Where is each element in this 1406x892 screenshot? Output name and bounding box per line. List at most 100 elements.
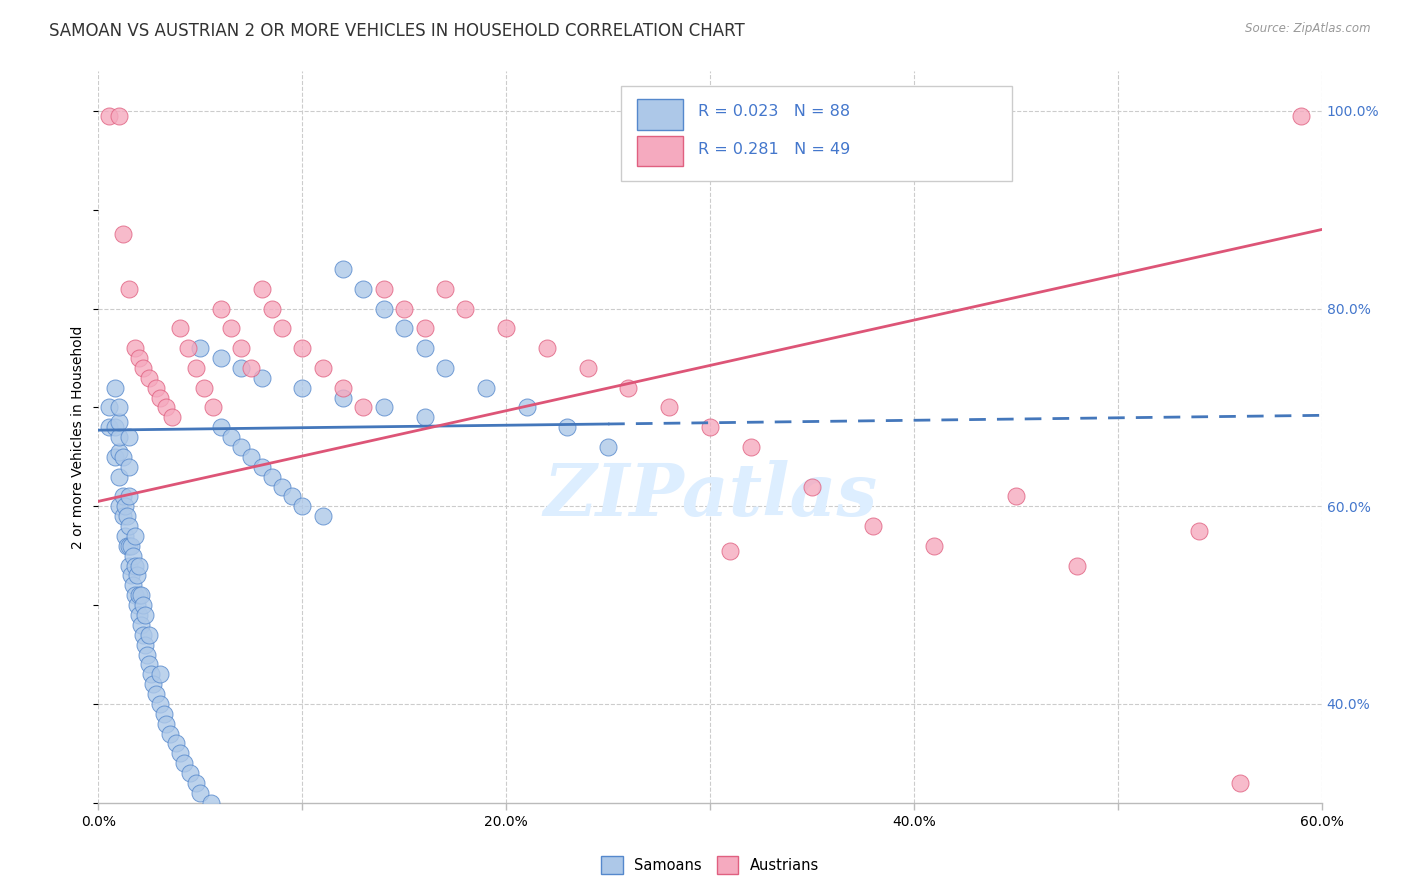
Point [188,786,212,800]
Point [124,529,146,543]
Point [352,282,374,296]
Point [128,588,150,602]
Point [138,371,160,385]
Point [186,776,208,790]
Point [138,628,160,642]
Text: R = 0.023   N = 88: R = 0.023 N = 88 [697,104,849,120]
Point [352,401,374,415]
Point [332,391,354,405]
Point [474,381,498,395]
Point [413,341,436,355]
Point [111,509,134,524]
Point [136,648,159,662]
Point [201,401,224,415]
Point [142,677,165,691]
Point [118,539,141,553]
Point [169,321,191,335]
Point [392,321,416,335]
Point [118,558,141,573]
Y-axis label: 2 or more Vehicles in Household: 2 or more Vehicles in Household [72,326,86,549]
Point [281,489,304,503]
Point [127,598,149,612]
Point [598,440,620,454]
Point [128,351,150,365]
Point [536,341,558,355]
Point [138,657,160,672]
Point [250,459,273,474]
Point [118,489,141,503]
Text: R = 0.281   N = 49: R = 0.281 N = 49 [697,142,851,157]
Point [209,301,232,316]
Point [392,301,416,316]
Point [260,301,283,316]
Point [129,588,152,602]
Point [111,489,134,503]
Point [413,321,436,335]
Point [108,500,131,514]
Point [124,588,146,602]
Point [108,445,131,459]
Point [118,519,141,533]
Point [114,529,136,543]
Point [111,227,134,242]
FancyBboxPatch shape [637,99,683,130]
Point [108,401,131,415]
Point [169,747,191,761]
Point [124,558,146,573]
Point [454,301,477,316]
Point [104,420,127,434]
Point [291,381,314,395]
Point [97,401,120,415]
Point [186,360,208,375]
Point [122,549,145,563]
Point [152,706,174,721]
Point [240,450,263,464]
Point [219,321,242,335]
Point [132,598,155,612]
Point [270,479,294,493]
Point [801,479,824,493]
Point [209,351,232,365]
Point [141,667,163,681]
Text: Source: ZipAtlas.com: Source: ZipAtlas.com [1246,22,1371,36]
Point [617,381,640,395]
Point [188,341,212,355]
Point [149,697,172,711]
Point [155,401,177,415]
Point [108,415,131,429]
Point [134,638,156,652]
Point [120,568,142,582]
Point [209,420,232,434]
Point [1188,524,1211,538]
Legend: Samoans, Austrians: Samoans, Austrians [595,850,825,880]
Point [115,539,138,553]
Point [128,558,150,573]
Text: ZIPatlas: ZIPatlas [543,460,877,531]
Point [129,618,152,632]
Point [193,381,215,395]
Point [219,430,242,444]
Point [200,796,222,810]
FancyBboxPatch shape [620,86,1012,181]
Point [240,360,263,375]
Point [155,716,177,731]
Point [149,667,172,681]
Point [495,321,517,335]
Point [332,262,354,277]
Point [434,282,457,296]
Point [332,381,354,395]
Point [516,401,538,415]
Point [250,282,273,296]
Point [312,360,335,375]
Point [231,341,253,355]
Point [260,469,283,483]
Point [270,321,294,335]
Point [114,500,136,514]
Point [97,109,120,123]
Point [862,519,884,533]
Point [373,401,395,415]
Point [179,766,201,780]
Point [104,381,127,395]
Point [1229,776,1251,790]
Point [104,450,127,464]
